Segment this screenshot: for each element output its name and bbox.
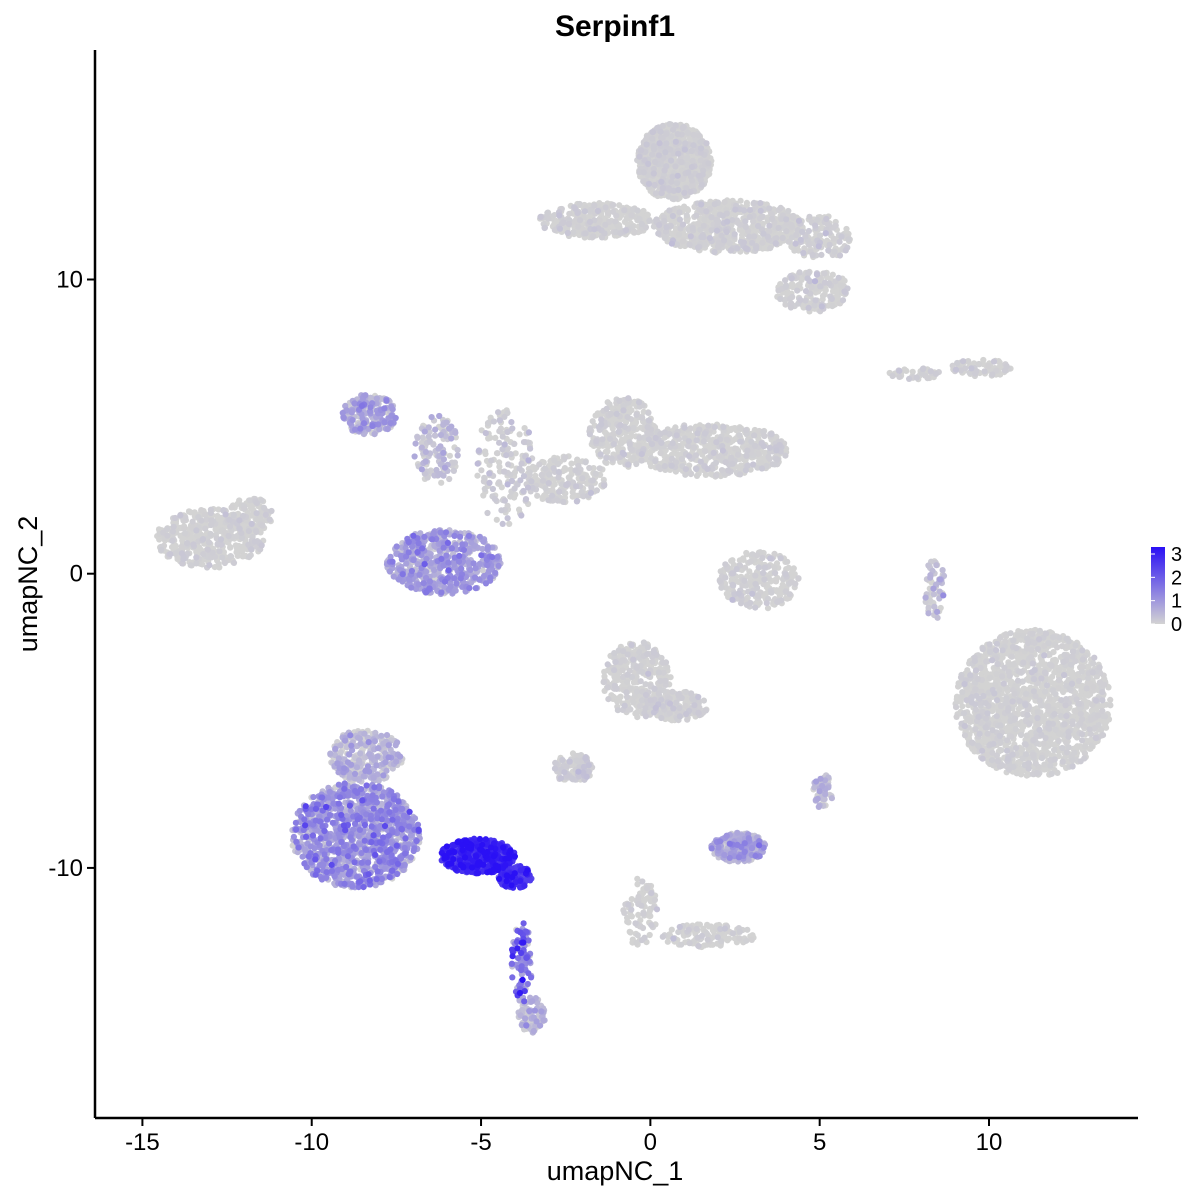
data-point: [1107, 702, 1114, 709]
data-point: [1055, 685, 1062, 692]
data-point: [695, 220, 702, 227]
data-point: [568, 460, 575, 467]
points-layer: [154, 121, 1114, 1036]
data-point: [601, 668, 608, 675]
data-point: [1041, 761, 1048, 768]
data-point: [641, 897, 648, 904]
data-point: [1040, 715, 1047, 722]
data-point: [624, 918, 631, 925]
data-point: [993, 670, 1000, 678]
data-point: [901, 366, 908, 373]
data-point: [681, 203, 688, 210]
data-point: [785, 564, 792, 571]
data-point: [592, 412, 599, 419]
data-point: [215, 560, 222, 568]
data-point: [438, 479, 445, 486]
data-point: [228, 504, 235, 511]
data-point: [829, 271, 836, 278]
data-point: [1107, 696, 1114, 704]
data-point: [1046, 695, 1053, 702]
data-point: [909, 368, 916, 375]
data-point: [474, 472, 481, 479]
data-point: [743, 549, 750, 557]
data-point: [634, 714, 641, 721]
data-point: [506, 520, 513, 528]
chart-title: Serpinf1: [555, 10, 675, 43]
data-point: [723, 590, 730, 597]
data-point: [227, 544, 234, 551]
data-point: [1001, 717, 1008, 724]
data-point: [959, 703, 966, 710]
data-point: [740, 555, 747, 562]
data-point: [235, 546, 242, 553]
data-point: [630, 454, 637, 461]
data-point: [743, 199, 751, 206]
data-point: [731, 211, 739, 219]
data-point: [1056, 667, 1063, 674]
data-point: [773, 578, 780, 585]
data-point: [633, 939, 640, 946]
data-point: [789, 280, 796, 287]
data-point: [704, 921, 711, 928]
data-point: [482, 448, 489, 455]
data-point: [748, 936, 755, 944]
data-point: [493, 516, 500, 523]
data-point: [626, 928, 633, 935]
data-point: [618, 440, 625, 447]
data-point: [667, 674, 674, 681]
data-point: [1054, 769, 1061, 777]
data-point: [796, 281, 803, 288]
data-point: [684, 207, 692, 214]
data-point: [739, 228, 746, 235]
data-point: [623, 678, 631, 686]
data-point: [644, 211, 651, 219]
data-point: [791, 247, 798, 254]
data-point: [819, 292, 827, 299]
data-point: [614, 695, 621, 702]
data-point: [843, 225, 850, 233]
data-point: [492, 434, 499, 441]
data-point: [589, 418, 596, 425]
data-point: [446, 452, 453, 459]
data-point: [779, 581, 786, 588]
data-point: [737, 197, 744, 204]
data-point: [214, 512, 221, 520]
data-point: [1052, 656, 1059, 663]
data-point: [611, 674, 618, 681]
data-point: [635, 911, 642, 919]
data-point: [516, 431, 523, 438]
data-point: [998, 747, 1005, 754]
data-point: [1013, 770, 1020, 777]
data-point: [647, 463, 655, 470]
data-point: [789, 573, 797, 580]
data-point: [725, 935, 733, 942]
data-point: [1102, 721, 1109, 728]
data-point: [549, 486, 556, 493]
data-point: [664, 938, 671, 945]
data-point: [1068, 669, 1076, 676]
data-point: [496, 459, 503, 466]
data-point: [675, 231, 683, 238]
